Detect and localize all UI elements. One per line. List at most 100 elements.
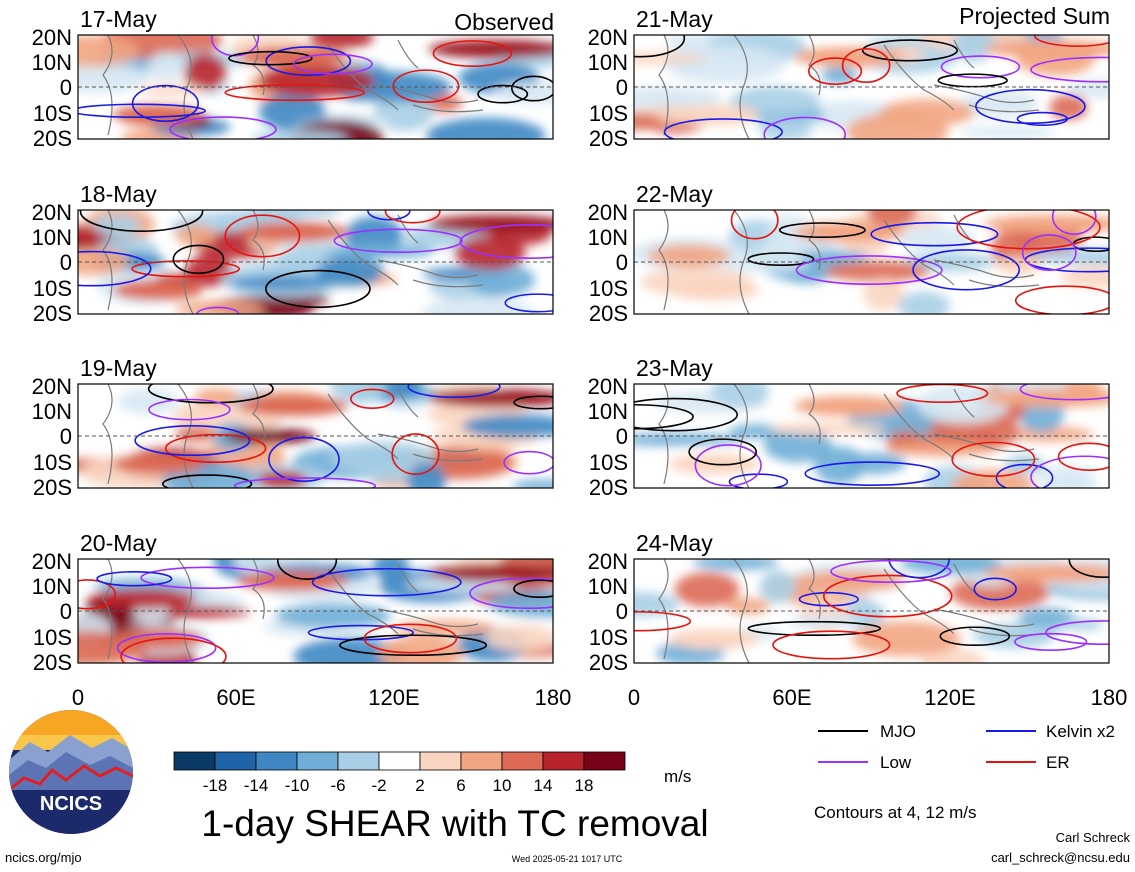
shear-field — [78, 384, 553, 488]
projected-sum-label: Projected Sum — [959, 3, 1110, 29]
author-email: carl_schreck@ncsu.edu — [991, 850, 1130, 865]
lat-tick: 20N — [32, 25, 72, 50]
colorbar-swatch — [296, 751, 339, 771]
colorbar-swatch — [378, 751, 421, 771]
logo-text: NCICS — [40, 793, 102, 815]
panel-date-label: 24-May — [636, 530, 713, 556]
lon-axis-right: 0 60E 120E 180 — [628, 685, 1127, 710]
lat-tick: 20S — [33, 301, 72, 326]
lon-tick-60e: 60E — [772, 685, 811, 710]
contour-legend: MJO Kelvin x2 Low ER Contours at 4, 12 m… — [814, 722, 1115, 822]
panel-frame — [77, 383, 554, 489]
legend-label-er: ER — [1046, 753, 1070, 772]
colorbar-tick: 14 — [534, 776, 553, 795]
lon-tick-60e: 60E — [216, 685, 255, 710]
lat-tick: 0 — [60, 599, 72, 624]
colorbar-swatch — [419, 751, 462, 771]
lon-tick-180: 180 — [1091, 685, 1128, 710]
lat-tick: 10S — [589, 625, 628, 650]
legend-label-mjo: MJO — [880, 722, 916, 741]
panel-date-label: 18-May — [80, 181, 157, 207]
shear-field — [78, 35, 553, 139]
ncics-logo: NCICS — [9, 710, 133, 834]
contours-note: Contours at 4, 12 m/s — [814, 803, 977, 822]
wave-contours — [634, 35, 1109, 139]
lon-tick-120e: 120E — [368, 685, 419, 710]
wave-contours — [78, 35, 553, 139]
legend-label-low: Low — [880, 753, 912, 772]
colorbar-swatch — [583, 751, 626, 771]
wave-contours — [78, 210, 553, 314]
coastlines — [658, 35, 1040, 139]
panel-frame — [633, 383, 1110, 489]
wave-contours — [634, 559, 1109, 660]
panel-frame — [77, 558, 554, 664]
lat-tick: 0 — [616, 424, 628, 449]
lat-tick: 20N — [588, 200, 628, 225]
lat-tick: 20S — [33, 126, 72, 151]
lat-tick: 20S — [589, 650, 628, 675]
lat-tick: 20N — [32, 200, 72, 225]
panel-date-label: 19-May — [80, 355, 157, 381]
lat-tick: 10S — [33, 450, 72, 475]
wave-contours — [730, 210, 1109, 314]
lat-tick: 10N — [588, 399, 628, 424]
colorbar-swatch — [542, 751, 585, 771]
coastlines — [102, 384, 484, 488]
author-name: Carl Schreck — [1056, 830, 1131, 845]
source-url: ncics.org/mjo — [5, 850, 82, 865]
shear-field — [634, 210, 1109, 314]
coastlines — [658, 559, 1040, 663]
lon-tick-180: 180 — [535, 685, 572, 710]
panel-frame — [633, 34, 1110, 140]
colorbar-tick: -6 — [330, 776, 345, 795]
colorbar-swatch — [173, 751, 216, 771]
colorbar-tick: 10 — [493, 776, 512, 795]
lat-tick: 20S — [33, 475, 72, 500]
lon-tick-120e: 120E — [924, 685, 975, 710]
colorbar-tick: -10 — [285, 776, 310, 795]
panel-date-label: 17-May — [80, 6, 157, 32]
lon-tick-0: 0 — [628, 685, 640, 710]
lat-tick: 10N — [588, 574, 628, 599]
colorbar-swatch — [501, 751, 544, 771]
lat-tick: 20N — [588, 374, 628, 399]
lat-tick: 20S — [589, 126, 628, 151]
legend-label-kelvin: Kelvin x2 — [1046, 722, 1115, 741]
lat-tick: 10N — [32, 225, 72, 250]
lat-tick: 10N — [588, 50, 628, 75]
colorbar-swatch — [214, 751, 257, 771]
lon-tick-0: 0 — [72, 685, 84, 710]
lat-tick: 10S — [589, 101, 628, 126]
shear-field — [78, 210, 553, 314]
panel-date-label: 20-May — [80, 530, 157, 556]
lat-tick: 10N — [588, 225, 628, 250]
panel-date-label: 23-May — [636, 355, 713, 381]
wave-contours — [134, 384, 553, 488]
colorbar: -18 -14 -10 -6 -2 2 6 10 14 18 — [173, 751, 626, 795]
coastlines — [102, 559, 484, 663]
lat-tick: 10S — [33, 625, 72, 650]
lat-tick: 20N — [588, 25, 628, 50]
lat-tick: 20S — [33, 650, 72, 675]
colorbar-tick: -14 — [244, 776, 269, 795]
panel-frame — [633, 558, 1110, 664]
panel-date-label: 21-May — [636, 6, 713, 32]
colorbar-swatch — [255, 751, 298, 771]
map-panels: 17-May20N10N010S20S18-May20N10N010S20S19… — [32, 6, 1110, 675]
figure-title: 1-day SHEAR with TC removal — [201, 803, 708, 844]
lat-tick: 10S — [33, 101, 72, 126]
lat-tick: 0 — [60, 424, 72, 449]
panel-frame — [77, 209, 554, 315]
colorbar-tick: -18 — [203, 776, 228, 795]
lat-tick: 10N — [32, 399, 72, 424]
panel-frame — [633, 209, 1110, 315]
colorbar-tick: 18 — [575, 776, 594, 795]
